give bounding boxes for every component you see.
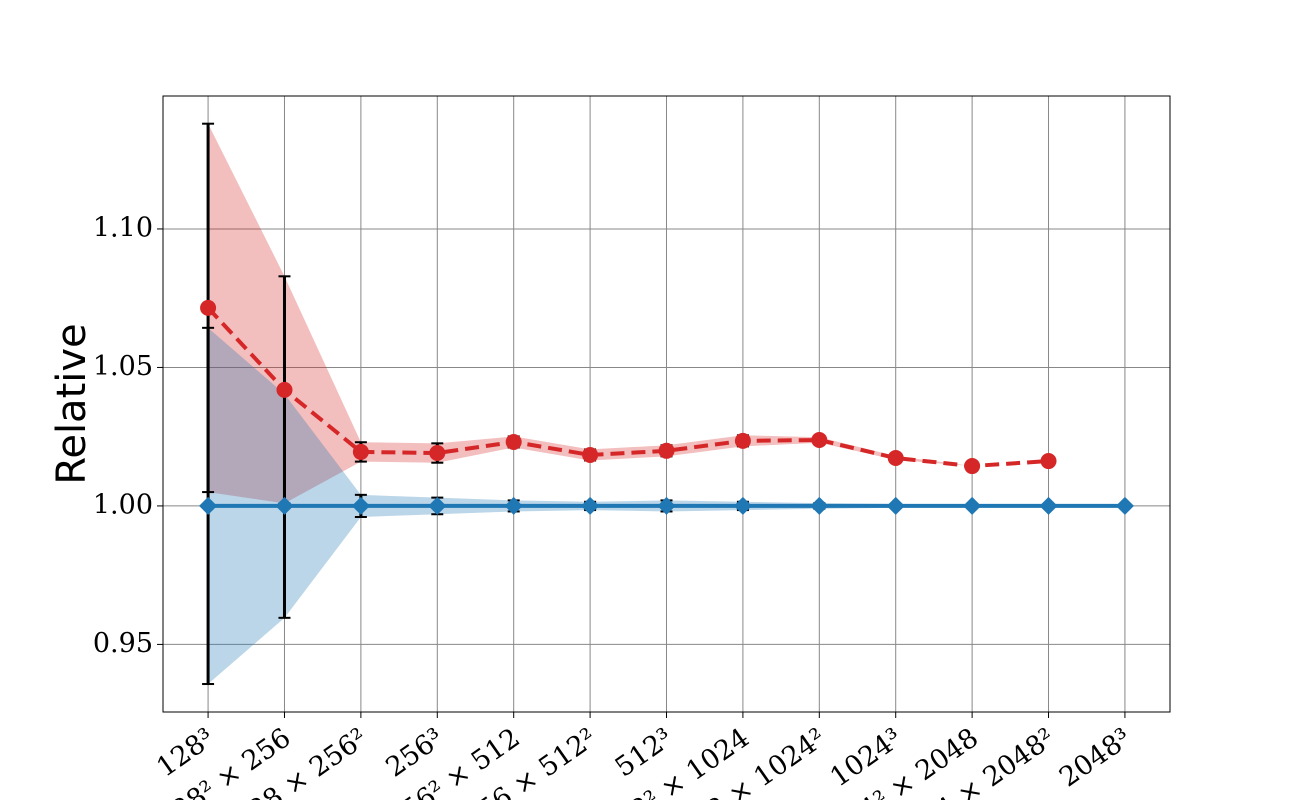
marker xyxy=(1115,496,1134,515)
y-tick-label: 1.10 xyxy=(93,212,153,243)
marker xyxy=(581,496,600,515)
marker xyxy=(199,496,218,515)
marker xyxy=(810,496,829,515)
marker xyxy=(887,450,904,467)
marker xyxy=(886,496,905,515)
marker xyxy=(963,496,982,515)
marker xyxy=(351,496,370,515)
marker xyxy=(504,496,523,515)
x-tick-label: 2048³ xyxy=(1054,722,1137,793)
marker xyxy=(352,443,369,460)
error-band xyxy=(208,123,1049,504)
plot-frame xyxy=(162,95,1171,713)
marker xyxy=(275,496,294,515)
marker xyxy=(1039,496,1058,515)
marker xyxy=(505,433,522,450)
marker xyxy=(733,496,752,515)
marker xyxy=(657,496,676,515)
marker xyxy=(1040,453,1057,470)
marker xyxy=(200,299,217,316)
y-axis-label: Relative xyxy=(49,323,95,484)
y-tick-label: 1.00 xyxy=(93,489,153,520)
marker xyxy=(734,432,751,449)
marker xyxy=(428,496,447,515)
series-line xyxy=(206,306,1049,469)
marker xyxy=(658,442,675,459)
y-tick-label: 1.05 xyxy=(93,351,153,382)
marker xyxy=(429,445,446,462)
marker xyxy=(811,432,828,449)
y-tick-label: 0.95 xyxy=(93,628,153,659)
marker xyxy=(582,446,599,463)
marker xyxy=(964,458,981,475)
marker xyxy=(276,381,293,398)
